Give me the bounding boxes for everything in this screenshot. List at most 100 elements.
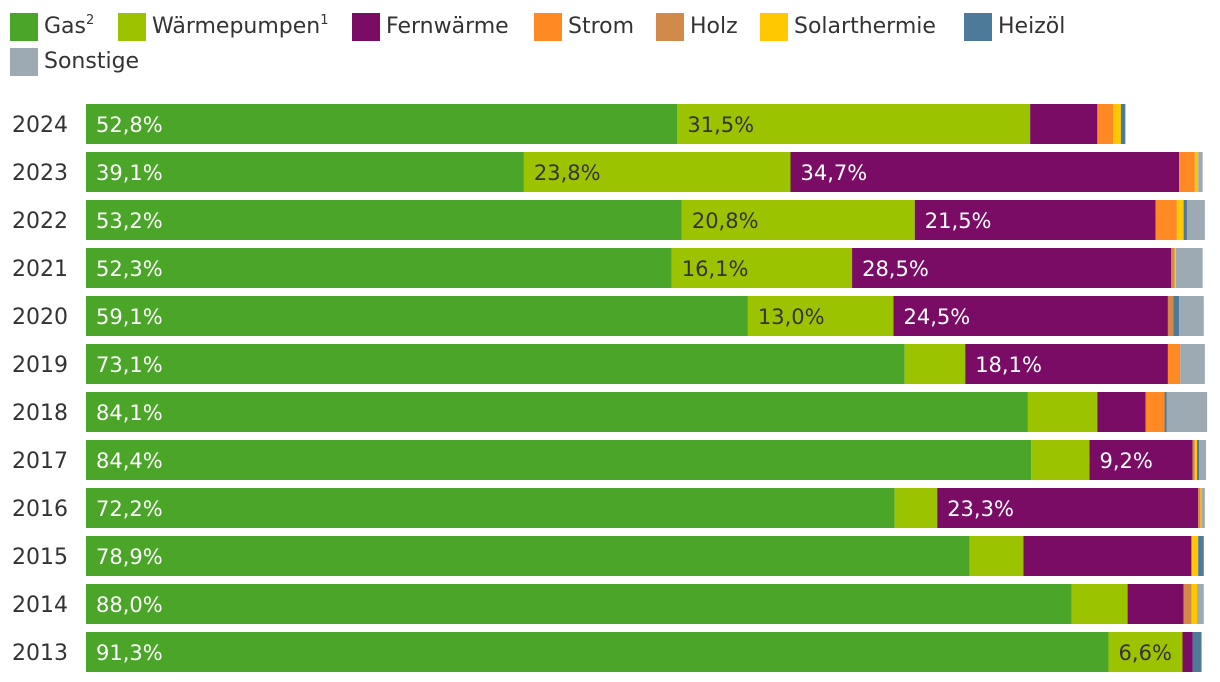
bar-segment <box>1183 200 1187 240</box>
bar-segment <box>1164 392 1167 432</box>
bar-segment <box>937 488 1199 528</box>
bar-segment <box>1097 104 1114 144</box>
legend-item: Wärmepumpen1 <box>118 10 329 44</box>
legend-item: Gas2 <box>10 10 94 44</box>
bar-segment <box>86 584 1072 624</box>
bar-segment <box>523 152 791 192</box>
legend-item: Solarthermie <box>760 10 936 44</box>
bar-segment <box>1194 440 1198 480</box>
legend-label: Strom <box>568 14 635 39</box>
bar-segment <box>86 152 524 192</box>
bar-segment <box>1199 440 1206 480</box>
legend-swatch <box>656 13 684 41</box>
legend-label: Sonstige <box>44 49 140 74</box>
data-label: 21,5% <box>925 209 992 233</box>
bar-segment <box>904 344 966 384</box>
bar-segment <box>1175 248 1203 288</box>
bar-segment <box>1089 440 1193 480</box>
data-label: 13,0% <box>758 305 825 329</box>
bar-segment <box>86 296 748 336</box>
year-label: 2020 <box>12 305 68 330</box>
data-label: 34,7% <box>800 161 867 185</box>
bar-segment <box>86 632 1109 672</box>
legend-label: Heizöl <box>998 14 1066 39</box>
bar-segment <box>790 152 1180 192</box>
bar-segment <box>1183 584 1192 624</box>
bar-segment <box>1180 344 1205 384</box>
legend-label: Gas2 <box>44 13 95 39</box>
bar-segment <box>1023 536 1192 576</box>
data-label: 23,3% <box>947 497 1014 521</box>
bar-segment <box>747 296 894 336</box>
bar-segment <box>86 248 672 288</box>
bar-segment <box>681 200 915 240</box>
legend-label: Solarthermie <box>794 14 936 39</box>
year-label: 2022 <box>12 209 68 234</box>
bar-segment <box>1174 248 1176 288</box>
data-label: 52,3% <box>96 257 163 281</box>
legend-swatch <box>534 13 562 41</box>
bar-segment <box>1198 152 1203 192</box>
legend-item: Holz <box>656 10 738 44</box>
data-label: 53,2% <box>96 209 163 233</box>
bar-segment <box>1120 104 1126 144</box>
year-label: 2017 <box>12 449 68 474</box>
year-label: 2013 <box>12 641 68 666</box>
bar-segment <box>86 488 895 528</box>
data-label: 28,5% <box>862 257 929 281</box>
bar-segment <box>1173 296 1180 336</box>
data-label: 84,4% <box>96 449 163 473</box>
bar-segment <box>1097 392 1146 432</box>
bar-segment <box>1179 152 1195 192</box>
data-label: 39,1% <box>96 161 163 185</box>
year-label: 2019 <box>12 353 68 378</box>
bar-segment <box>1031 440 1090 480</box>
data-label: 6,6% <box>1119 641 1172 665</box>
legend-swatch <box>964 13 992 41</box>
bar-segment <box>894 488 938 528</box>
legend-swatch <box>10 13 38 41</box>
bar-segment <box>893 296 1168 336</box>
bar-segment <box>1179 296 1204 336</box>
bar-segment <box>1167 296 1174 336</box>
bar-segment <box>86 104 678 144</box>
bar-segment <box>1197 440 1200 480</box>
bar-segment <box>1192 440 1195 480</box>
year-label: 2015 <box>12 545 68 570</box>
legend-item: Sonstige <box>10 45 139 79</box>
legend-item: Fernwärme <box>352 10 509 44</box>
bar-segment <box>1198 488 1201 528</box>
data-label: 52,8% <box>96 113 163 137</box>
bar-segment <box>969 536 1024 576</box>
bar-segment <box>852 248 1172 288</box>
bar-segment <box>86 392 1028 432</box>
data-label: 78,9% <box>96 545 163 569</box>
data-label: 16,1% <box>682 257 749 281</box>
bar-segment <box>1176 200 1184 240</box>
legend-label: Wärmepumpen1 <box>152 13 329 39</box>
bar-segment <box>1191 584 1198 624</box>
bar-segment <box>1145 392 1165 432</box>
year-label: 2021 <box>12 257 68 282</box>
bar-segment <box>1201 488 1205 528</box>
data-label: 59,1% <box>96 305 163 329</box>
bar-segment <box>671 248 853 288</box>
data-label: 24,5% <box>904 305 971 329</box>
bar-segment <box>1127 584 1184 624</box>
data-label: 31,5% <box>687 113 754 137</box>
bar-segment <box>1182 632 1193 672</box>
bar-segment <box>965 344 1168 384</box>
bar-segment <box>1171 248 1175 288</box>
bar-segment <box>677 104 1031 144</box>
year-label: 2023 <box>12 161 68 186</box>
bar-segment <box>1030 104 1098 144</box>
data-label: 88,0% <box>96 593 163 617</box>
bar-segment <box>86 200 682 240</box>
bar-segment <box>1166 392 1208 432</box>
bar-segment <box>86 440 1032 480</box>
year-label: 2024 <box>12 113 68 138</box>
legend-swatch <box>760 13 788 41</box>
bar-segment <box>1191 536 1199 576</box>
bar-segment <box>1198 536 1204 576</box>
year-label: 2014 <box>12 593 68 618</box>
